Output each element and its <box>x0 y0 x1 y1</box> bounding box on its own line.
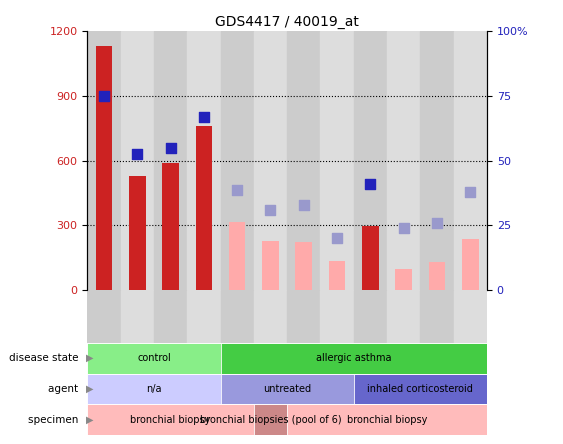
Text: ▶: ▶ <box>86 384 93 394</box>
Point <box>466 188 475 195</box>
Bar <box>320 290 354 343</box>
Bar <box>428 262 445 290</box>
Bar <box>87 343 221 373</box>
Bar <box>287 31 320 290</box>
Point <box>333 235 342 242</box>
Bar <box>96 46 112 290</box>
Text: untreated: untreated <box>263 384 311 394</box>
Bar <box>87 404 254 435</box>
Bar <box>254 31 287 290</box>
Point <box>166 144 175 151</box>
Bar <box>87 290 120 343</box>
Text: specimen: specimen <box>28 415 82 425</box>
Point <box>300 201 309 208</box>
Text: inhaled corticosteroid: inhaled corticosteroid <box>368 384 473 394</box>
Point <box>366 181 375 188</box>
Bar <box>421 31 454 290</box>
Bar <box>221 373 354 404</box>
Text: bronchial biopsy: bronchial biopsy <box>347 415 427 425</box>
Text: disease state: disease state <box>9 353 82 363</box>
Bar <box>154 31 187 290</box>
Text: ▶: ▶ <box>86 353 93 363</box>
Text: bronchial biopsy: bronchial biopsy <box>131 415 211 425</box>
Bar <box>421 290 454 343</box>
Bar <box>154 290 187 343</box>
Bar <box>387 31 421 290</box>
Bar <box>296 242 312 290</box>
Bar <box>320 31 354 290</box>
Point <box>133 151 142 158</box>
Bar <box>287 404 487 435</box>
Bar <box>287 290 320 343</box>
Bar <box>254 290 287 343</box>
Bar <box>187 290 221 343</box>
Text: n/a: n/a <box>146 384 162 394</box>
Point <box>432 220 441 227</box>
Text: agent: agent <box>48 384 82 394</box>
Bar <box>120 290 154 343</box>
Bar <box>129 176 146 290</box>
Bar <box>362 226 379 290</box>
Bar <box>454 31 487 290</box>
Bar <box>120 31 154 290</box>
Bar <box>354 31 387 290</box>
Bar <box>221 343 487 373</box>
Bar <box>454 290 487 343</box>
Point <box>199 114 208 121</box>
Text: allergic asthma: allergic asthma <box>316 353 391 363</box>
Bar <box>229 222 245 290</box>
Text: bronchial biopsies (pool of 6): bronchial biopsies (pool of 6) <box>200 415 341 425</box>
Bar <box>354 290 387 343</box>
Text: control: control <box>137 353 171 363</box>
Point <box>399 224 408 231</box>
Bar <box>87 373 221 404</box>
Point <box>266 207 275 214</box>
Bar <box>395 269 412 290</box>
Bar <box>221 290 254 343</box>
Point <box>233 186 242 193</box>
Bar <box>87 31 120 290</box>
Bar <box>329 261 346 290</box>
Bar <box>462 239 479 290</box>
Bar <box>195 126 212 290</box>
Bar <box>254 404 287 435</box>
Bar <box>262 241 279 290</box>
Bar <box>354 373 487 404</box>
Bar <box>187 31 221 290</box>
Point <box>100 92 109 99</box>
Bar <box>162 163 179 290</box>
Bar <box>221 31 254 290</box>
Title: GDS4417 / 40019_at: GDS4417 / 40019_at <box>215 15 359 29</box>
Text: ▶: ▶ <box>86 415 93 425</box>
Bar <box>387 290 421 343</box>
